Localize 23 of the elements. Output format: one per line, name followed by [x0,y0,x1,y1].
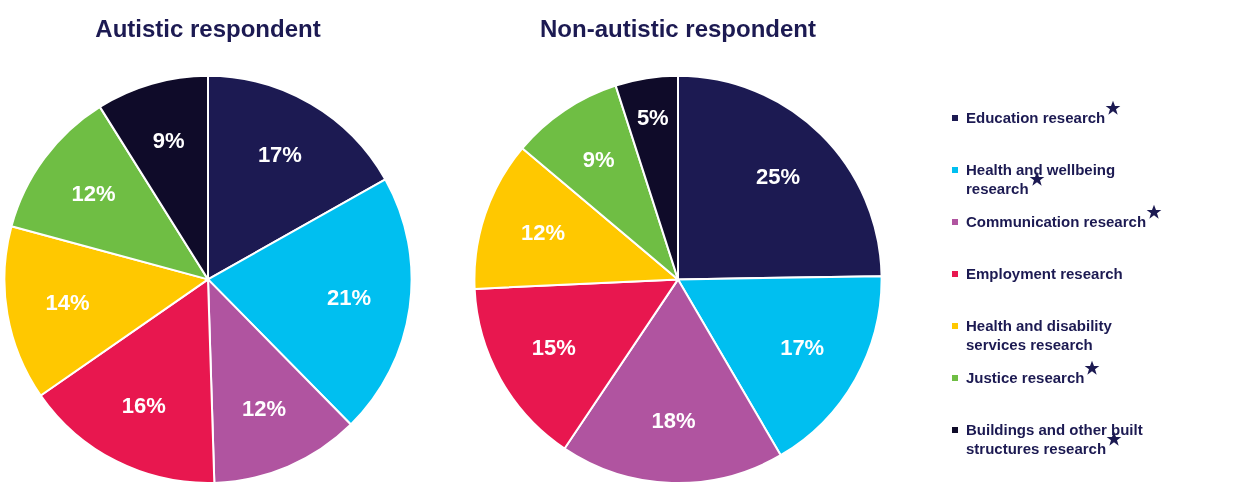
data-label: 21% [327,285,372,311]
data-label: 25% [755,163,801,189]
data-label: 17% [257,142,302,168]
data-label: 15% [531,335,576,361]
data-label: 18% [651,407,696,433]
data-label: 17% [780,335,825,361]
legend-label: Buildings and other built structures research [966,420,1144,458]
data-label: 12% [71,180,116,206]
legend-label: Justice research [966,368,1086,387]
data-label: 16% [121,392,166,418]
chart-title: Autistic respondent [95,15,321,43]
data-label: 9% [582,147,615,173]
legend-label: Education research [966,108,1107,127]
chart-title: Non-autistic respondent [539,15,817,43]
legend-label: Health and wellbeing research [966,160,1117,198]
data-label: 12% [242,396,287,422]
legend-label: Health and disability services research [966,316,1113,354]
data-label: 5% [636,104,669,130]
legend-label: Communication research [966,212,1148,231]
data-label: 12% [520,219,566,245]
legend-label: Employment research [966,264,1124,283]
data-label: 14% [45,289,90,315]
data-label: 9% [152,128,185,154]
